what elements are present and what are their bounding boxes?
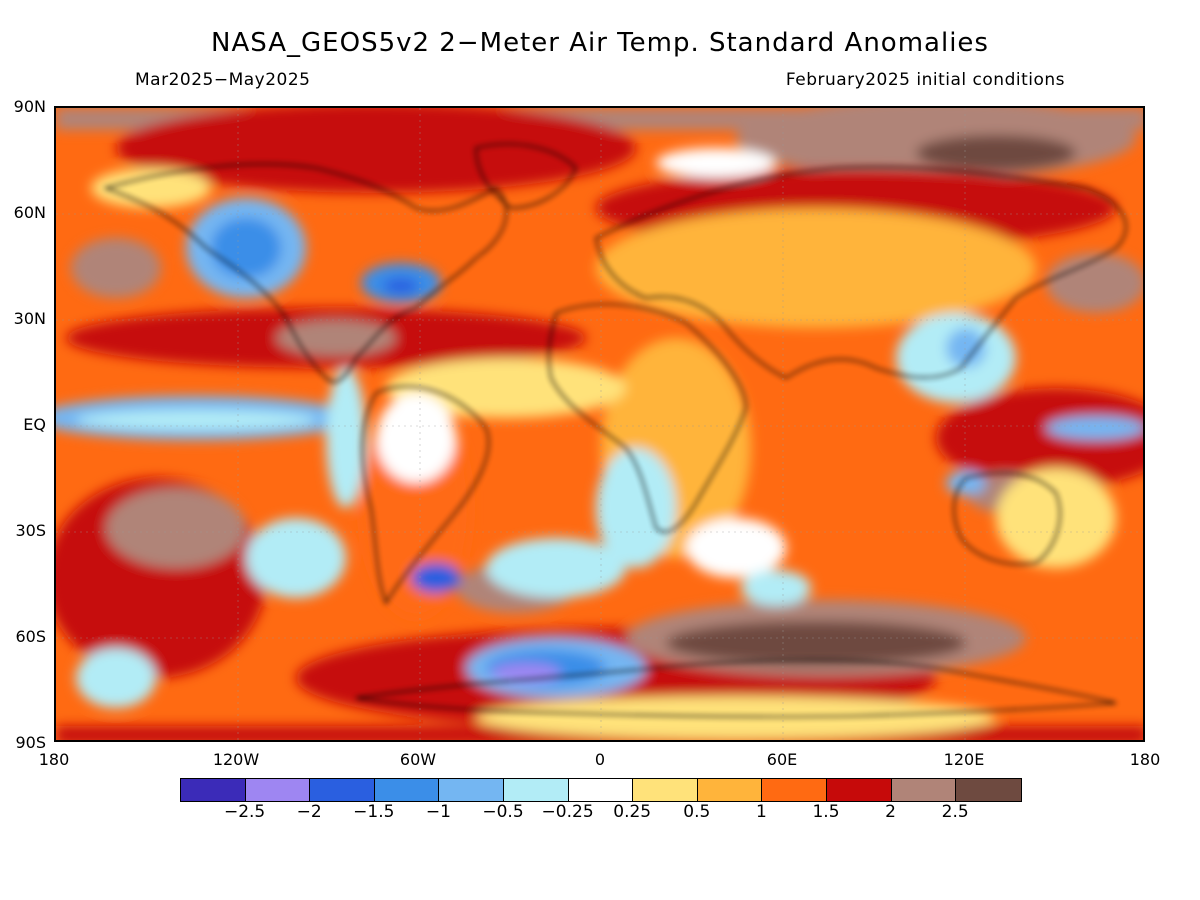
lon-label-120w: 120W [212,750,260,769]
lon-label-60e: 60E [766,750,798,769]
colorbar-tick-label: −0.25 [541,802,594,822]
colorbar-swatch [633,779,698,801]
lat-label-60n: 60N [13,203,46,222]
colorbar-swatch [762,779,827,801]
lat-label-60s: 60S [15,627,46,646]
lat-label-90s: 90S [15,733,46,752]
colorbar-swatch [439,779,504,801]
lon-label-60w: 60W [399,750,437,769]
colorbar-swatch [891,779,957,801]
colorbar-tick-label: −0.5 [482,802,524,822]
colorbar-swatch [374,779,440,801]
colorbar-tick-label: −1 [425,802,451,822]
lat-label-30s: 30S [15,521,46,540]
colorbar-tick-label: 2 [885,802,897,822]
colorbar-swatch [568,779,634,801]
initial-conditions: February2025 initial conditions [785,70,1065,90]
colorbar-tick-label: 0.5 [683,802,711,822]
colorbar-swatch [245,779,311,801]
colorbar-tick-label: 0.25 [613,802,652,822]
lon-label-180e: 180 [1129,750,1161,769]
forecast-period: Mar2025−May2025 [135,70,311,90]
colorbar-swatch [181,779,246,801]
lat-label-30n: 30N [13,309,46,328]
colorbar-tick-label: 2.5 [941,802,969,822]
lat-label-90n: 90N [13,97,46,116]
anomaly-map [54,106,1145,742]
colorbar-swatch [697,779,763,801]
colorbar [180,778,1022,802]
anomaly-map-svg [56,108,1143,740]
colorbar-swatch [310,779,375,801]
colorbar-tick-label: 1.5 [812,802,840,822]
colorbar-tick-label: −1.5 [353,802,395,822]
lon-label-120e: 120E [943,750,985,769]
lon-label-0: 0 [594,750,606,769]
colorbar-swatch [956,779,1021,801]
colorbar-swatch [826,779,892,801]
colorbar-tick-label: −2.5 [223,802,266,822]
colorbar-tick-label: −2 [296,802,322,822]
colorbar-swatch [503,779,569,801]
chart-title: NASA_GEOS5v2 2−Meter Air Temp. Standard … [211,28,989,58]
lon-label-180w: 180 [38,750,70,769]
colorbar-tick-label: 1 [755,802,767,822]
lat-label-eq: EQ [23,415,46,434]
